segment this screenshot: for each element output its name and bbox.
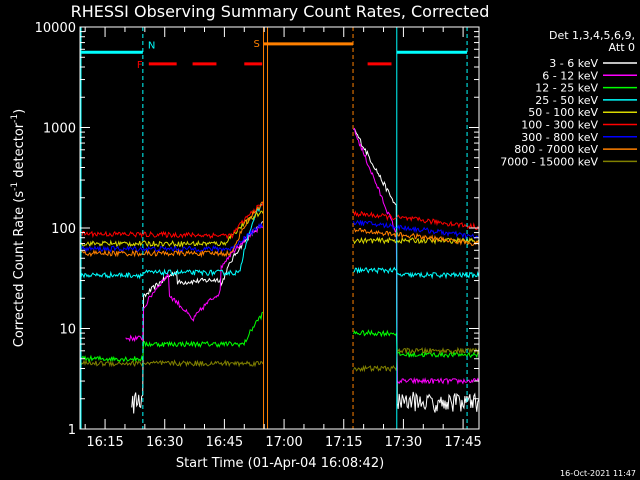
- y-tick-label: 1000: [43, 122, 76, 137]
- plot-lines: [79, 127, 480, 414]
- night-flag-label: N: [148, 40, 155, 51]
- x-axis-label: Start Time (01-Apr-04 16:08:42): [176, 456, 384, 471]
- series-line: [79, 311, 480, 363]
- y-tick-label: 1: [68, 423, 76, 438]
- legend-header-line: Det 1,3,4,5,6,9,: [549, 29, 635, 42]
- legend-entry-label: 800 - 7000 keV: [514, 143, 598, 156]
- x-tick-label: 17:30: [385, 435, 422, 450]
- chart-title: RHESSI Observing Summary Count Rates, Co…: [71, 2, 490, 21]
- x-axis: 16:15 16:30 16:45 17:00 17:15 17:30 17:45: [84, 27, 482, 450]
- x-tick-label: 16:15: [86, 435, 123, 450]
- legend-header-line: Att 0: [609, 41, 635, 54]
- legend-entry-label: 300 - 800 keV: [521, 131, 598, 144]
- series-line: [125, 127, 480, 386]
- legend-entry-label: 3 - 6 keV: [549, 57, 598, 70]
- legend-entry-label: 50 - 100 keV: [528, 106, 598, 119]
- legend-entry-label: 12 - 25 keV: [535, 82, 598, 95]
- legend-entry-label: 25 - 50 keV: [535, 94, 598, 107]
- x-tick-label: 16:30: [146, 435, 183, 450]
- series-line: [79, 220, 480, 253]
- y-tick-label: 100: [51, 222, 76, 237]
- series-line: [79, 346, 480, 373]
- y-axis-label: Corrected Count Rate (s-1 detector-1): [10, 109, 27, 347]
- series-line: [79, 201, 480, 240]
- x-tick-label: 17:00: [265, 435, 302, 450]
- series-line: [79, 201, 480, 258]
- y-tick-label: 10: [59, 323, 76, 338]
- y-tick-label: 10000: [35, 21, 76, 36]
- legend-entry-label: 100 - 300 keV: [521, 119, 598, 132]
- series-line: [79, 202, 480, 280]
- series-line: [131, 127, 480, 414]
- footer-timestamp: 16-Oct-2021 11:47: [560, 469, 636, 478]
- saa-flag-label: S: [254, 39, 260, 50]
- legend-entry-label: 7000 - 15000 keV: [500, 155, 598, 168]
- x-tick-label: 16:45: [206, 435, 243, 450]
- y-axis: 1 10 100 1000 10000: [35, 21, 479, 438]
- flare-flag-label: F: [137, 60, 143, 71]
- plot-frame: [79, 26, 480, 430]
- series-line: [79, 210, 480, 248]
- x-tick-label: 17:45: [444, 435, 481, 450]
- x-tick-label: 17:15: [325, 435, 362, 450]
- legend-entry-label: 6 - 12 keV: [542, 69, 598, 82]
